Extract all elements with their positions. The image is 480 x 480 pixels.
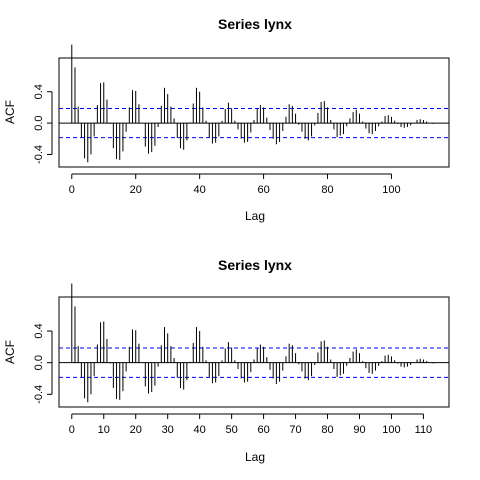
x-tick-label: 20: [130, 184, 142, 196]
x-tick-label: 40: [194, 184, 206, 196]
x-tick-label: 0: [69, 424, 75, 436]
chart-title-2: Series lynx: [218, 257, 292, 273]
x-tick-label: 60: [257, 424, 269, 436]
x-tick-label: 80: [321, 184, 333, 196]
x-tick-label: 60: [257, 184, 269, 196]
x-tick-label: 90: [353, 424, 365, 436]
plot-area-2: 0 10 20 30 40 50 60 70 80 90 100 110 -0.4 0.0 0.4: [33, 283, 450, 436]
x-tick-label: 70: [289, 424, 301, 436]
y-tick-label: -0.4: [33, 385, 45, 404]
x-axis-label-2: Lag: [245, 450, 265, 464]
acf-panel-1: Series lynx Lag ACF 0 20 40 60 80 100-0.40.00…: [3, 16, 450, 223]
x-tick-label: 100: [382, 424, 400, 436]
y-tick-label: 0.4: [33, 84, 45, 99]
x-tick-label: 100: [382, 184, 400, 196]
x-tick-label: 20: [130, 424, 142, 436]
plot-frame: [58, 57, 450, 168]
plot-area-1: 0 20 40 60 80 100 -0.4 0.0 0.4: [33, 44, 450, 196]
x-tick-label: 110: [415, 424, 433, 436]
y-axis-label-1: ACF: [3, 100, 17, 124]
x-tick-label: 10: [98, 424, 110, 436]
y-tick-label: 0.4: [33, 323, 45, 338]
x-tick-label: 80: [321, 424, 333, 436]
x-tick-label: 50: [225, 424, 237, 436]
x-tick-label: 0: [69, 184, 75, 196]
chart-title-1: Series lynx: [218, 16, 292, 32]
plot-frame: [58, 296, 450, 408]
x-axis-label-1: Lag: [245, 209, 265, 223]
x-tick-label: 40: [194, 424, 206, 436]
y-tick-label: 0.0: [33, 355, 45, 370]
y-axis-label-2: ACF: [3, 340, 17, 364]
y-tick-label: 0.0: [33, 115, 45, 130]
x-tick-label: 30: [162, 424, 174, 436]
acf-panel-2: Series lynx Lag ACF 0 10 20 30 40 50 60 70 80 90 1…: [3, 257, 450, 464]
y-tick-label: -0.4: [33, 145, 45, 164]
